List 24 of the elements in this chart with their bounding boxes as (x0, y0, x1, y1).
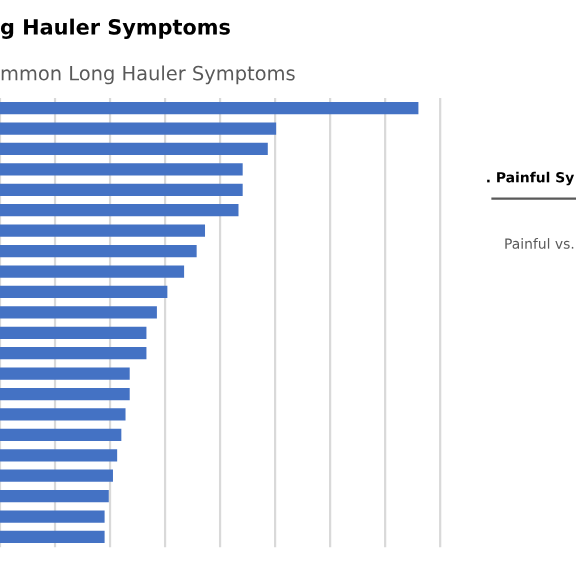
bar (0, 224, 206, 237)
bar (0, 408, 126, 421)
chart-subtitle: mmon Long Hauler Symptoms (1, 65, 295, 85)
bar (0, 244, 197, 258)
bar (0, 428, 122, 442)
bar (0, 285, 168, 299)
bar (0, 102, 419, 115)
bar (0, 449, 118, 462)
bar (0, 326, 147, 339)
bar (0, 469, 113, 482)
bar (0, 367, 130, 380)
bar (0, 306, 157, 319)
chart-title: g Hauler Symptoms (0, 18, 230, 39)
bar (0, 347, 147, 360)
bar (0, 183, 243, 196)
bar (0, 142, 268, 156)
bar (0, 510, 105, 523)
bar (0, 387, 130, 401)
bar (0, 530, 105, 544)
bar (0, 490, 109, 503)
bar (0, 163, 243, 176)
bar (0, 265, 185, 278)
bar (0, 122, 277, 135)
bar (0, 204, 239, 217)
